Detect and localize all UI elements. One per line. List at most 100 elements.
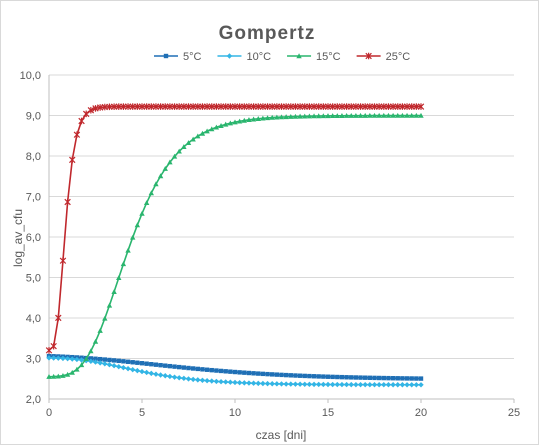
data-point xyxy=(171,153,178,159)
data-point xyxy=(176,148,182,154)
data-point xyxy=(311,113,317,119)
y-tick-label: 2,0 xyxy=(26,394,41,406)
x-tick-label: 10 xyxy=(229,407,241,419)
data-point xyxy=(111,289,117,294)
data-point xyxy=(371,112,378,118)
data-point xyxy=(111,358,117,363)
x-tick-label: 20 xyxy=(415,407,427,419)
data-point xyxy=(190,136,196,142)
data-point xyxy=(153,362,159,367)
data-point xyxy=(116,275,122,281)
data-point xyxy=(296,103,304,110)
y-tick-label: 8,0 xyxy=(26,151,41,163)
data-point xyxy=(231,103,239,110)
data-point xyxy=(171,103,178,110)
data-point xyxy=(307,373,312,379)
data-point xyxy=(120,261,127,267)
data-point xyxy=(348,103,355,110)
data-point xyxy=(278,381,285,387)
y-tick-labels: 2,0 3,0 4,0 5,0 6,0 7,0 8,0 9,0 10,0 xyxy=(20,70,41,406)
legend-item: 5°C xyxy=(154,51,202,63)
data-point xyxy=(311,374,317,379)
series-3 xyxy=(46,112,424,379)
data-point xyxy=(120,364,127,371)
data-point xyxy=(149,361,154,367)
data-point xyxy=(227,120,234,126)
data-point xyxy=(376,375,382,381)
data-point xyxy=(213,103,220,110)
data-point xyxy=(278,103,285,110)
data-point xyxy=(218,123,224,128)
data-point xyxy=(134,222,141,228)
data-point xyxy=(338,103,346,110)
data-point xyxy=(329,113,336,119)
data-point xyxy=(259,103,267,110)
data-point xyxy=(399,103,406,110)
data-point xyxy=(371,103,378,110)
data-point xyxy=(334,113,340,118)
data-point xyxy=(353,381,359,388)
data-point xyxy=(320,103,327,110)
data-point xyxy=(339,374,345,380)
data-point xyxy=(325,374,331,379)
data-point xyxy=(311,381,317,388)
legend-marker xyxy=(296,53,302,59)
data-point xyxy=(400,376,405,381)
legend-marker xyxy=(163,53,169,59)
data-point xyxy=(217,103,225,110)
data-point xyxy=(153,371,159,377)
data-point xyxy=(218,368,224,374)
data-point xyxy=(316,381,322,388)
data-point xyxy=(69,356,75,362)
data-point xyxy=(46,355,52,361)
data-point xyxy=(176,375,182,381)
data-point xyxy=(199,130,206,136)
data-point xyxy=(130,366,136,373)
data-point xyxy=(255,380,261,387)
data-point xyxy=(330,374,335,380)
data-point xyxy=(283,114,289,120)
data-point xyxy=(399,112,406,118)
legend-item: 15°C xyxy=(287,51,341,63)
data-point xyxy=(321,374,326,379)
data-point xyxy=(325,381,331,388)
data-point xyxy=(135,360,140,365)
data-point xyxy=(324,103,332,110)
data-point xyxy=(320,113,327,119)
data-point xyxy=(134,367,141,374)
data-point xyxy=(310,103,318,110)
x-tick-label: 5 xyxy=(139,407,145,419)
data-point xyxy=(83,356,89,362)
x-tick-labels: 0 5 10 15 20 25 xyxy=(46,407,520,419)
data-point xyxy=(186,365,191,371)
data-point xyxy=(250,380,257,386)
data-point xyxy=(116,358,121,364)
data-point xyxy=(199,103,206,110)
data-point xyxy=(251,371,256,376)
data-point xyxy=(386,375,391,381)
data-point xyxy=(175,103,183,110)
data-point xyxy=(265,371,270,377)
data-point xyxy=(404,382,410,388)
data-point xyxy=(152,103,160,110)
data-point xyxy=(408,103,415,110)
data-point xyxy=(223,121,229,127)
data-point xyxy=(279,372,284,378)
data-point xyxy=(390,376,396,381)
data-point xyxy=(139,368,145,375)
data-point xyxy=(413,103,420,110)
data-point xyxy=(116,363,122,370)
axes xyxy=(48,75,515,403)
chart-title: Gompertz xyxy=(219,23,316,44)
data-point xyxy=(143,369,150,376)
data-point xyxy=(181,365,187,370)
data-point xyxy=(232,119,238,125)
data-point xyxy=(409,382,415,388)
data-point xyxy=(167,159,173,165)
legend-label: 15°C xyxy=(316,51,341,63)
legend-label: 10°C xyxy=(246,51,271,63)
data-point xyxy=(97,356,103,362)
data-point xyxy=(418,382,424,388)
data-point xyxy=(92,359,99,365)
data-point xyxy=(78,362,85,368)
